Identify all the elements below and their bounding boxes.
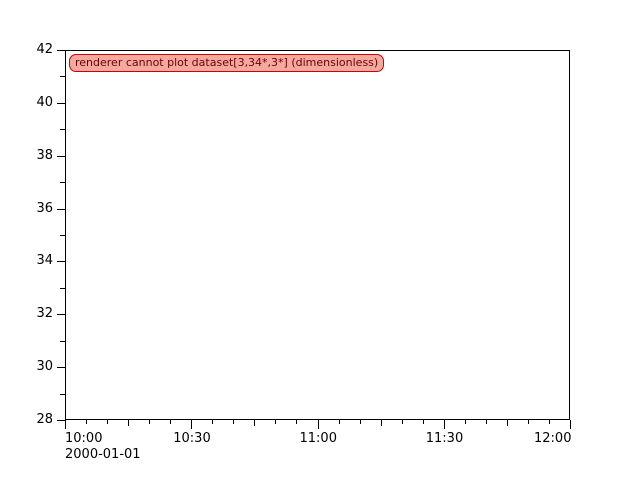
y-tick-line bbox=[57, 420, 65, 421]
plot-area bbox=[66, 51, 569, 419]
y-tick-line bbox=[60, 235, 65, 236]
x-axis-date-sublabel: 2000-01-01 bbox=[65, 447, 141, 462]
x-tick-line bbox=[443, 420, 445, 429]
y-tick-line bbox=[60, 287, 65, 289]
x-tick-line bbox=[86, 420, 88, 424]
plot-frame: renderer cannot plot dataset[3,34*,3*] (… bbox=[65, 50, 570, 420]
y-axis: 28 30 32 34 36 38 40 42 bbox=[0, 42, 65, 427]
y-tick-label: 32 bbox=[36, 306, 53, 322]
x-tick-line bbox=[485, 420, 487, 424]
x-tick-line bbox=[191, 420, 193, 429]
y-tick-line bbox=[57, 50, 65, 51]
y-tick-label: 38 bbox=[36, 147, 53, 163]
y-tick-line bbox=[57, 314, 65, 316]
x-tick-label: 10:30 bbox=[173, 431, 211, 446]
x-tick-line bbox=[338, 420, 340, 424]
x-tick-label: 11:30 bbox=[425, 431, 464, 446]
y-tick-line bbox=[57, 208, 65, 210]
x-tick-label: 12:00 bbox=[534, 431, 572, 446]
x-tick-line bbox=[275, 420, 277, 424]
x-tick-line bbox=[464, 420, 466, 424]
y-tick-line bbox=[57, 155, 65, 157]
y-tick-line bbox=[57, 102, 65, 104]
y-tick-label: 34 bbox=[36, 253, 53, 269]
x-tick-line bbox=[317, 420, 319, 429]
x-tick-line bbox=[128, 420, 130, 426]
x-axis: 10:00 2000-01-01 10:30 11:00 11:30 12:00 bbox=[65, 420, 571, 480]
x-tick-line bbox=[422, 420, 424, 424]
y-tick-line bbox=[57, 261, 65, 263]
x-tick-line bbox=[570, 420, 571, 429]
x-tick-line bbox=[233, 420, 235, 424]
y-tick-label: 30 bbox=[36, 359, 53, 375]
y-tick-line bbox=[57, 367, 65, 369]
y-tick-label: 36 bbox=[36, 200, 53, 216]
y-tick-line bbox=[60, 182, 65, 184]
x-tick-line bbox=[548, 420, 550, 424]
y-tick-line bbox=[60, 393, 65, 395]
y-tick-line bbox=[60, 76, 65, 78]
x-tick-label: 10:00 bbox=[65, 431, 103, 446]
renderer-error-annotation: renderer cannot plot dataset[3,34*,3*] (… bbox=[69, 54, 385, 72]
x-tick-line bbox=[149, 420, 151, 424]
y-tick-label: 28 bbox=[36, 412, 53, 427]
x-tick-line bbox=[401, 420, 403, 424]
x-tick-line bbox=[107, 420, 109, 424]
x-tick-line bbox=[506, 420, 508, 426]
x-tick-line bbox=[527, 420, 529, 424]
y-tick-label: 40 bbox=[36, 94, 53, 110]
y-tick-line bbox=[60, 340, 65, 342]
x-tick-line bbox=[65, 420, 66, 429]
x-tick-label: 11:00 bbox=[299, 431, 337, 446]
x-tick-line bbox=[254, 420, 256, 426]
y-tick-line bbox=[60, 129, 65, 131]
x-tick-line bbox=[359, 420, 361, 424]
x-tick-line bbox=[212, 420, 214, 424]
x-tick-line bbox=[170, 420, 172, 424]
x-tick-line bbox=[380, 420, 382, 426]
x-tick-line bbox=[296, 420, 298, 424]
y-tick-label: 42 bbox=[36, 42, 53, 57]
